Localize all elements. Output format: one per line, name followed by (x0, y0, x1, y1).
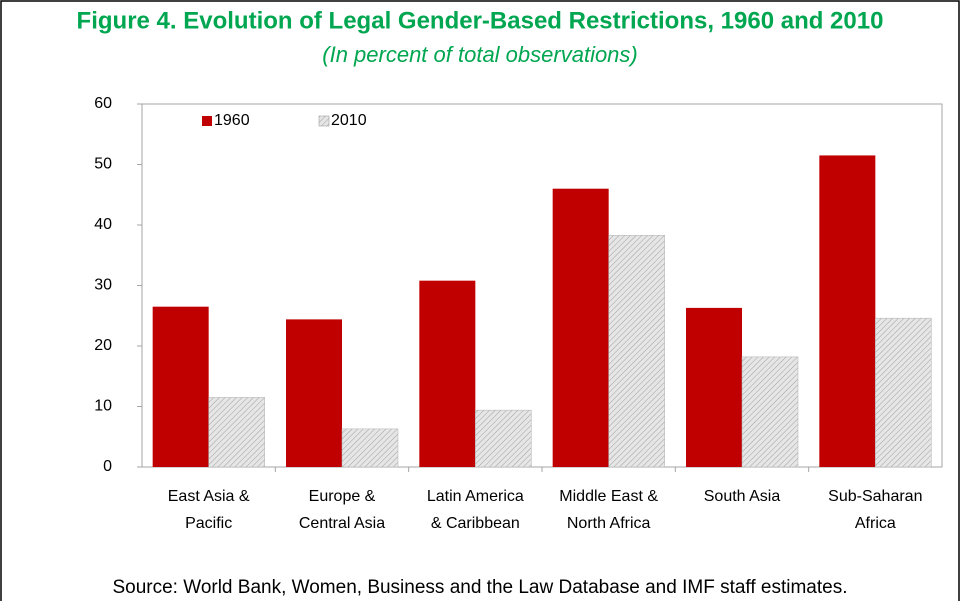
x-tick-label: & Caribbean (431, 515, 520, 532)
bar (819, 155, 876, 468)
chart-subtitle: (In percent of total observations) (322, 42, 638, 67)
bar (686, 307, 742, 467)
x-tick-label: North Africa (567, 515, 651, 532)
x-tick-label: Latin America (427, 488, 524, 505)
bar (419, 280, 476, 467)
bar (475, 409, 532, 468)
bar (741, 356, 799, 468)
x-tick-label: Middle East & (559, 488, 658, 505)
y-tick-label: 10 (94, 398, 112, 415)
bar (875, 317, 932, 468)
x-tick-label: Central Asia (299, 515, 385, 532)
bar (152, 306, 209, 467)
bar (341, 428, 399, 468)
legend-label: 1960 (214, 112, 250, 129)
y-tick-label: 20 (94, 337, 112, 354)
chart-title: Figure 4. Evolution of Legal Gender-Base… (77, 7, 884, 34)
x-tick-label: Sub-Saharan (828, 488, 922, 505)
x-tick-label: South Asia (704, 488, 781, 505)
x-tick-label: Europe & (309, 488, 376, 505)
y-tick-label: 40 (94, 216, 112, 233)
x-tick-label: Pacific (185, 515, 232, 532)
x-tick-label: East Asia & (168, 488, 250, 505)
source-note: Source: World Bank, Women, Business and … (112, 577, 847, 598)
legend-swatch (202, 116, 212, 126)
y-tick-label: 60 (94, 95, 112, 112)
legend-label: 2010 (331, 112, 367, 129)
bar (552, 188, 609, 467)
bar (208, 397, 265, 468)
bar (608, 235, 665, 468)
legend-swatch (318, 115, 330, 127)
bar (286, 319, 342, 467)
y-tick-label: 30 (94, 277, 112, 294)
x-tick-label: Africa (855, 515, 896, 532)
y-tick-label: 0 (103, 458, 112, 475)
y-tick-label: 50 (94, 156, 112, 173)
